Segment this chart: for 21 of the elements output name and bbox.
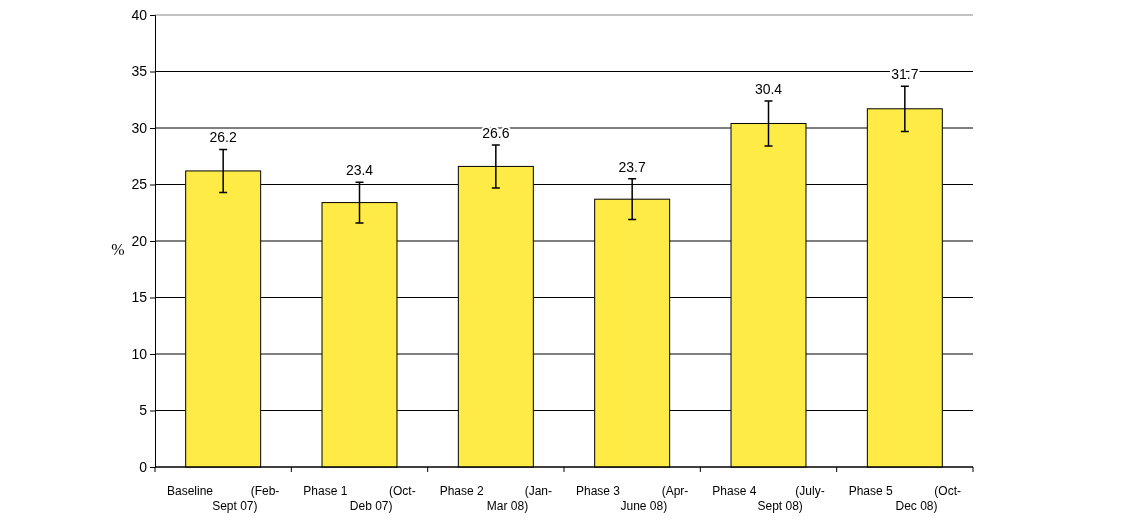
y-tick-label: 30	[131, 119, 148, 136]
y-tick-label: 25	[131, 176, 148, 193]
y-axis-title: %	[111, 241, 125, 258]
data-label: 23.4	[345, 162, 374, 179]
y-tick-label: 35	[131, 63, 148, 80]
category-label: Phase 4 (July-Sept 08)	[712, 484, 825, 513]
data-label: 23.7	[618, 158, 646, 175]
data-label: 26.2	[209, 129, 237, 146]
y-tick-label: 20	[131, 232, 148, 249]
y-tick-label: 40	[131, 6, 148, 23]
y-tick-label: 15	[131, 289, 148, 306]
y-tick-label: 10	[131, 345, 148, 362]
category-label: Phase 5 (Oct-Dec 08)	[848, 484, 961, 513]
category-label: Phase 2 (Jan-Mar 08)	[439, 484, 552, 513]
category-label: Baseline (Feb-Sept 07)	[167, 484, 280, 513]
data-label: 30.4	[754, 80, 783, 97]
y-tick-label: 5	[139, 402, 148, 419]
y-tick-label: 0	[139, 458, 148, 475]
category-label: Phase 1 (Oct-Deb 07)	[303, 484, 416, 513]
data-label: 26.6	[482, 124, 510, 141]
category-label: Phase 3 (Apr-June 08)	[576, 484, 689, 513]
